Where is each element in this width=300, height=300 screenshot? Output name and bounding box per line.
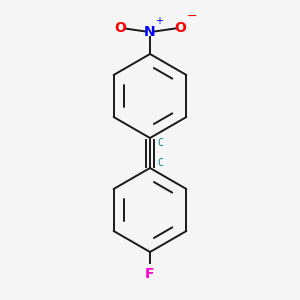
Text: C: C <box>158 158 164 168</box>
Text: C: C <box>158 138 164 148</box>
Text: O: O <box>114 22 126 35</box>
Text: −: − <box>187 10 197 22</box>
Text: F: F <box>145 267 155 281</box>
Text: O: O <box>174 22 186 35</box>
Text: +: + <box>155 16 164 26</box>
Text: N: N <box>144 25 156 38</box>
